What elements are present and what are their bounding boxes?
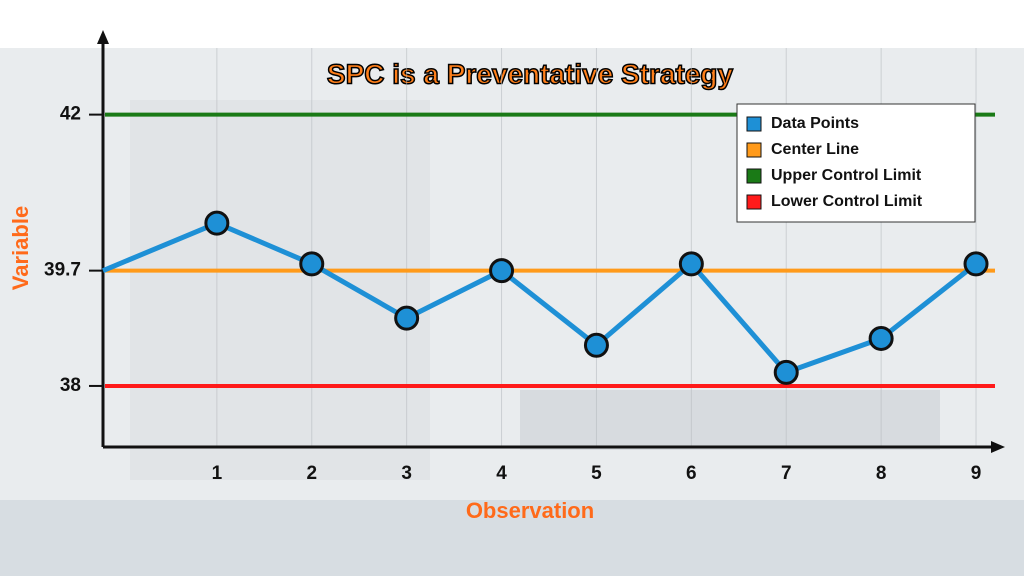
legend-box bbox=[736, 103, 976, 223]
data-point bbox=[394, 305, 420, 331]
x-axis-arrow bbox=[991, 441, 1005, 453]
legend-label: Lower Control Limit bbox=[771, 193, 923, 210]
x-tick-label: 5 bbox=[591, 463, 602, 484]
legend-label: Center Line bbox=[771, 141, 859, 158]
legend-label: Upper Control Limit bbox=[771, 167, 922, 184]
data-point bbox=[489, 258, 515, 284]
x-axis-label: Observation bbox=[466, 498, 594, 523]
data-point bbox=[963, 251, 989, 277]
y-tick-label: 39.7 bbox=[44, 260, 81, 281]
x-tick-label: 1 bbox=[212, 463, 223, 484]
data-point bbox=[204, 210, 230, 236]
legend-label: Data Points bbox=[771, 115, 859, 132]
legend-swatch bbox=[746, 194, 762, 210]
machine-illustration bbox=[130, 100, 430, 480]
data-point bbox=[583, 332, 609, 358]
data-point bbox=[773, 359, 799, 385]
y-tick-label: 38 bbox=[60, 375, 81, 396]
data-line bbox=[102, 220, 978, 375]
x-tick-label: 7 bbox=[781, 463, 792, 484]
legend-swatch bbox=[746, 168, 762, 184]
x-tick-label: 4 bbox=[496, 463, 507, 484]
conveyor-illustration bbox=[520, 390, 940, 450]
x-tick-label: 2 bbox=[306, 463, 317, 484]
chart-title: SPC is a Preventative Strategy bbox=[327, 58, 734, 89]
y-tick-label: 42 bbox=[60, 104, 81, 125]
x-tick-label: 9 bbox=[971, 463, 982, 484]
legend-swatch bbox=[746, 116, 762, 132]
x-tick-label: 3 bbox=[401, 463, 412, 484]
floor bbox=[0, 500, 1024, 576]
y-axis-label: Variable bbox=[8, 206, 33, 290]
data-point bbox=[868, 325, 894, 351]
x-tick-label: 6 bbox=[686, 463, 697, 484]
data-point bbox=[678, 251, 704, 277]
y-axis-arrow bbox=[97, 30, 109, 44]
legend-swatch bbox=[746, 142, 762, 158]
data-point bbox=[299, 251, 325, 277]
x-tick-label: 8 bbox=[876, 463, 887, 484]
